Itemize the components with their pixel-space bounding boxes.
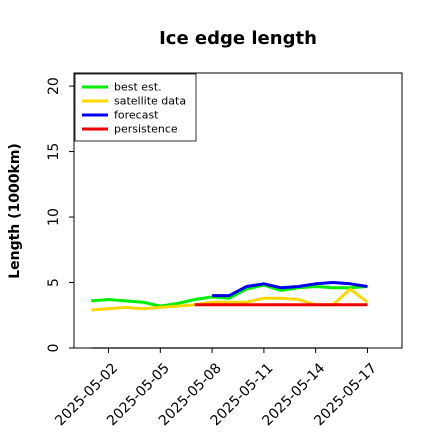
legend: best est.satellite dataforecastpersisten… xyxy=(74,73,197,142)
y-tick-label: 20 xyxy=(46,77,62,95)
chart-title: Ice edge length xyxy=(159,28,317,49)
legend-label-best-est-: best est. xyxy=(114,81,162,94)
y-tick-label: 0 xyxy=(46,344,62,353)
legend-label-forecast: forecast xyxy=(114,109,159,122)
y-axis-label: Length (1000km) xyxy=(7,143,23,279)
plot-frame xyxy=(73,72,403,349)
y-axis: 0 5 10 15 20 xyxy=(46,77,74,352)
y-tick-label: 15 xyxy=(46,143,62,161)
x-axis: 2025-05-022025-05-052025-05-082025-05-11… xyxy=(52,348,380,429)
y-tick-label: 10 xyxy=(46,208,62,226)
y-tick-label: 5 xyxy=(46,278,62,287)
legend-label-satellite-data: satellite data xyxy=(114,95,186,108)
series-layer xyxy=(91,281,369,312)
series-line-best-est- xyxy=(91,283,368,308)
series-line-forecast xyxy=(212,281,368,298)
legend-label-persistence: persistence xyxy=(114,123,178,136)
